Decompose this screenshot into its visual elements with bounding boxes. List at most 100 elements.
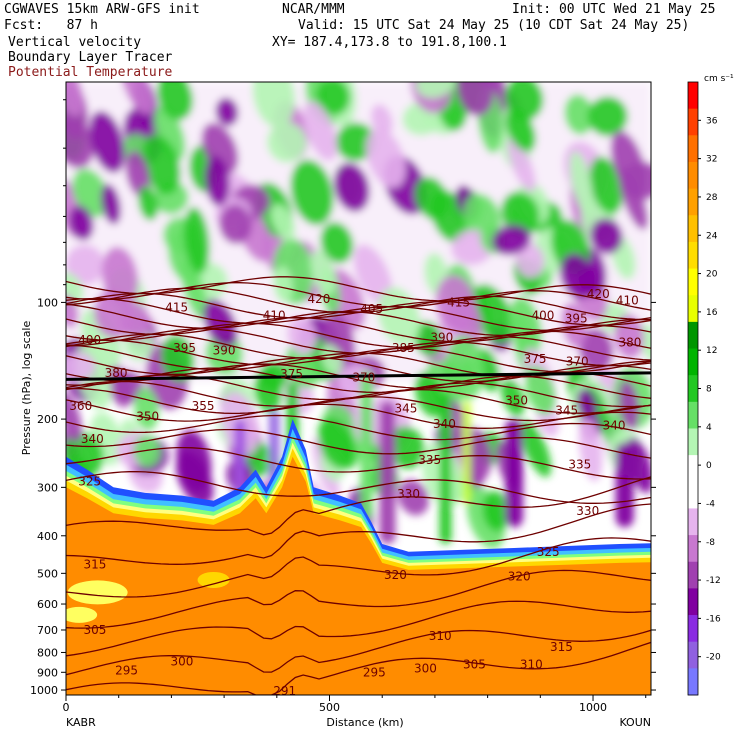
- colorbar-label: 16: [706, 308, 718, 318]
- field-vertical-velocity: Vertical velocity: [8, 35, 142, 50]
- wave-blob: [317, 417, 356, 470]
- colorbar-label: 24: [706, 231, 718, 241]
- wave-blob: [335, 122, 376, 161]
- theta-contour: [66, 414, 651, 441]
- theta-label: 310: [429, 629, 452, 643]
- theta-label: 380: [618, 336, 641, 350]
- colorbar-swatch: [688, 535, 698, 563]
- theta-label: 420: [308, 292, 331, 306]
- wave-blob: [270, 204, 296, 240]
- wave-blob: [559, 253, 595, 299]
- theta-label: 315: [84, 558, 107, 572]
- wave-blob: [520, 420, 552, 478]
- colorbar-label: 20: [706, 270, 718, 280]
- theta-label: 370: [566, 354, 589, 368]
- colorbar-swatch: [688, 508, 698, 536]
- theta-label: 305: [84, 623, 107, 637]
- wave-blob: [482, 490, 509, 532]
- colorbar-swatch: [688, 215, 698, 243]
- init-time: Init: 00 UTC Wed 21 May 25: [512, 2, 716, 17]
- theta-contour: [66, 387, 651, 422]
- theta-label: 310: [520, 658, 543, 672]
- wave-blob: [435, 275, 477, 334]
- wave-blob: [175, 451, 214, 506]
- wave-blob: [525, 365, 556, 415]
- theta-label: 345: [394, 402, 417, 416]
- wave-blob: [120, 301, 151, 341]
- colorbar-swatch: [688, 375, 698, 403]
- theta-label: 320: [508, 570, 531, 584]
- theta-label: 300: [414, 662, 437, 676]
- colorbar-label: -4: [706, 499, 715, 509]
- theta-label: 340: [603, 419, 626, 433]
- theta-label: 300: [170, 655, 193, 669]
- wave-blob: [589, 156, 623, 215]
- wave-blob: [414, 176, 449, 220]
- forecast-hour: Fcst: 87 h: [4, 18, 98, 33]
- colorbar-swatch: [688, 188, 698, 216]
- theta-contour: [66, 446, 651, 480]
- theta-label: 345: [555, 403, 578, 417]
- wave-blob: [377, 287, 421, 346]
- wave-blob: [515, 243, 545, 279]
- wave-blobs: [66, 82, 651, 549]
- theta-label: 325: [78, 475, 101, 489]
- tracer-level-orange: [66, 456, 651, 695]
- tropopause-band: [66, 371, 651, 381]
- wave-blob: [334, 163, 370, 212]
- theta-label: 355: [192, 399, 215, 413]
- y-tick-label: 500: [37, 567, 58, 580]
- vertical-velocity-field: [66, 82, 651, 549]
- colorbar-swatch: [688, 348, 698, 376]
- theta-label: 350: [136, 410, 159, 424]
- theta-contour: [66, 380, 651, 414]
- right-endpoint-label: KOUN: [619, 716, 651, 729]
- wave-blob: [215, 97, 239, 127]
- theta-label: 395: [565, 311, 588, 325]
- wave-blob: [303, 101, 338, 161]
- wave-blob: [267, 122, 307, 163]
- wave-blob: [371, 104, 393, 137]
- theta-label: 415: [165, 300, 188, 314]
- colorbar-swatch: [688, 321, 698, 350]
- theta-label: 291: [273, 684, 296, 698]
- wave-blob: [618, 379, 640, 430]
- colorbar-units: cm s⁻¹: [704, 74, 734, 84]
- colorbar-label: -20: [706, 653, 721, 663]
- theta-label: 380: [105, 366, 128, 380]
- theta-contour: [66, 641, 651, 695]
- colorbar-swatch: [688, 428, 698, 456]
- wave-blob: [72, 168, 109, 218]
- y-tick-label: 800: [37, 646, 58, 659]
- y-tick-label: 1000: [30, 684, 58, 697]
- theta-contour: [66, 428, 651, 459]
- wave-blob: [204, 155, 230, 207]
- colorbar-label: 4: [706, 423, 712, 433]
- theta-contour: [66, 569, 651, 629]
- convective-column: [504, 419, 523, 528]
- colorbar-swatch: [688, 161, 698, 190]
- theta-label: 315: [550, 640, 573, 654]
- theta-contour: [66, 367, 651, 399]
- theta-label: 305: [463, 658, 486, 672]
- y-tick-label: 900: [37, 666, 58, 679]
- theta-contour: [66, 629, 651, 676]
- wave-blob: [183, 207, 210, 274]
- wave-blob: [273, 266, 293, 303]
- colorbar-swatch: [688, 455, 698, 483]
- y-tick-label: 600: [37, 598, 58, 611]
- wave-blob: [564, 94, 594, 135]
- wave-blob: [456, 82, 494, 116]
- theta-label: 395: [173, 341, 196, 355]
- x-tick-label: 500: [319, 701, 340, 714]
- colorbar-swatch: [688, 268, 698, 296]
- center-label: NCAR/MMM: [282, 2, 345, 17]
- theta-label: 390: [430, 330, 453, 344]
- theta-label: 320: [384, 568, 407, 582]
- theta-label: 295: [363, 665, 386, 679]
- theta-contour: [66, 297, 651, 332]
- colorbar-label: 8: [706, 385, 712, 395]
- wave-blob: [219, 204, 252, 244]
- wave-blob: [252, 82, 295, 128]
